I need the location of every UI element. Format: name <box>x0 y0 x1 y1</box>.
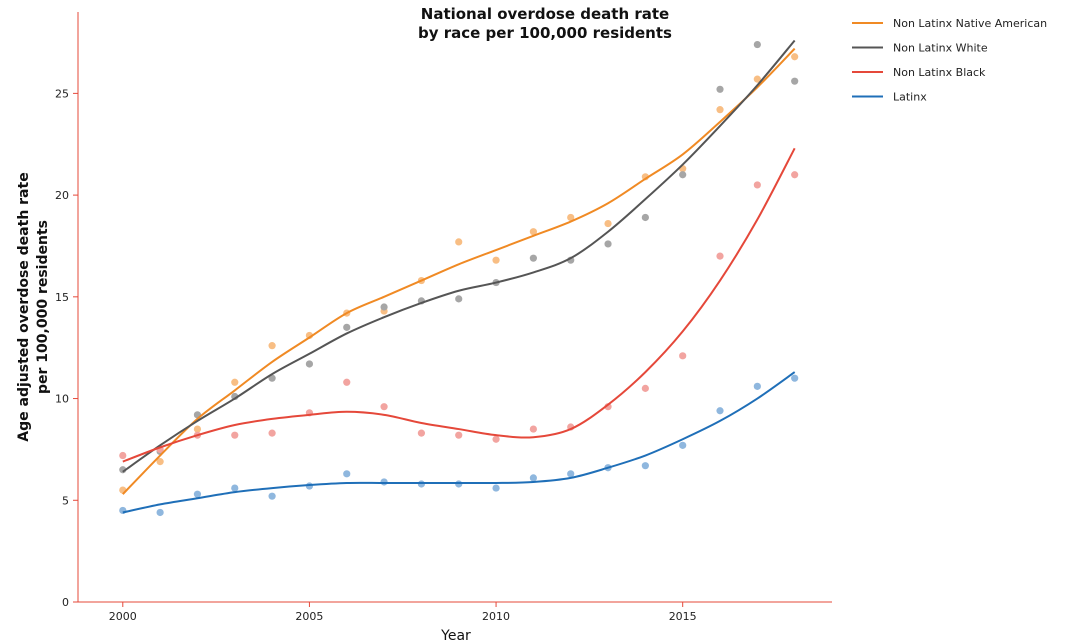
data-point <box>193 425 202 433</box>
series-line <box>122 371 796 514</box>
data-point <box>604 219 612 228</box>
data-point <box>529 254 537 262</box>
data-point <box>119 451 127 460</box>
data-point <box>716 407 724 415</box>
data-point <box>567 470 575 478</box>
legend-label: Non Latinx White <box>893 42 988 55</box>
data-point <box>641 213 649 222</box>
series-line <box>122 47 796 495</box>
legend-label: Latinx <box>893 91 927 104</box>
data-point <box>343 323 351 331</box>
data-point <box>268 429 276 437</box>
data-point <box>791 53 799 61</box>
data-point <box>791 374 799 382</box>
data-point <box>455 295 463 303</box>
data-point <box>305 360 314 368</box>
data-point <box>455 238 463 246</box>
y-tick-label: 0 <box>62 596 69 609</box>
data-point <box>417 480 426 488</box>
series-2 <box>119 40 799 474</box>
data-point <box>641 462 649 470</box>
data-point <box>529 474 537 482</box>
data-point <box>492 484 500 492</box>
data-point <box>268 492 276 500</box>
data-point <box>753 382 761 390</box>
legend-label: Non Latinx Native American <box>893 17 1047 30</box>
chart-title-line-1: National overdose death rate <box>421 5 669 23</box>
data-point <box>455 431 463 439</box>
series-layer <box>119 39 799 517</box>
data-point <box>679 171 687 179</box>
x-axis-title: Year <box>440 628 471 644</box>
x-tick-label: 2010 <box>482 610 510 623</box>
x-tick-label: 2005 <box>295 610 323 623</box>
data-point <box>716 85 724 93</box>
data-point <box>679 441 687 449</box>
data-point <box>119 506 127 515</box>
y-tick-label: 10 <box>55 393 69 406</box>
legend-label: Non Latinx Black <box>893 66 986 79</box>
data-point <box>193 490 202 498</box>
data-point <box>791 171 799 179</box>
data-point <box>268 342 276 350</box>
data-point <box>156 458 164 466</box>
data-point <box>343 378 351 386</box>
data-point <box>231 378 239 386</box>
data-point <box>380 303 388 311</box>
y-tick-label: 20 <box>55 189 69 202</box>
data-point <box>455 480 463 488</box>
data-point <box>380 403 388 411</box>
data-point <box>529 228 537 236</box>
data-point <box>529 425 537 433</box>
series-3 <box>119 171 799 460</box>
data-point <box>156 508 164 517</box>
data-point <box>753 40 761 49</box>
series-line <box>122 39 796 473</box>
series-line <box>122 147 796 463</box>
data-point <box>380 478 388 486</box>
data-point <box>641 384 649 392</box>
data-point <box>343 470 351 478</box>
data-point <box>492 435 500 443</box>
y-tick-label: 5 <box>62 494 69 507</box>
data-point <box>231 431 239 439</box>
data-point <box>716 106 724 114</box>
y-axis-title: Age adjusted overdose death rate per 100,… <box>16 172 51 441</box>
x-tick-label: 2000 <box>109 610 137 623</box>
data-point <box>604 240 612 248</box>
data-point <box>567 213 575 222</box>
y-axis-title-line-1: Age adjusted overdose death rate <box>16 172 32 441</box>
data-point <box>679 352 687 360</box>
y-axis-title-line-2: per 100,000 residents <box>35 220 51 394</box>
y-tick-label: 15 <box>55 291 69 304</box>
data-point <box>716 252 724 260</box>
data-point <box>231 484 239 492</box>
x-tick-label: 2015 <box>669 610 697 623</box>
data-point <box>417 429 426 437</box>
data-point <box>753 75 761 83</box>
chart-title-line-2: by race per 100,000 residents <box>418 24 672 42</box>
legend: Non Latinx Native American Non Latinx Whi… <box>852 17 1047 104</box>
data-point <box>753 181 761 189</box>
axes: 2000 2005 2010 2015 0 5 10 15 20 25 Year Age adjust… <box>16 12 832 644</box>
y-tick-label: 25 <box>55 87 69 100</box>
data-point <box>492 256 500 264</box>
data-point <box>791 77 799 85</box>
